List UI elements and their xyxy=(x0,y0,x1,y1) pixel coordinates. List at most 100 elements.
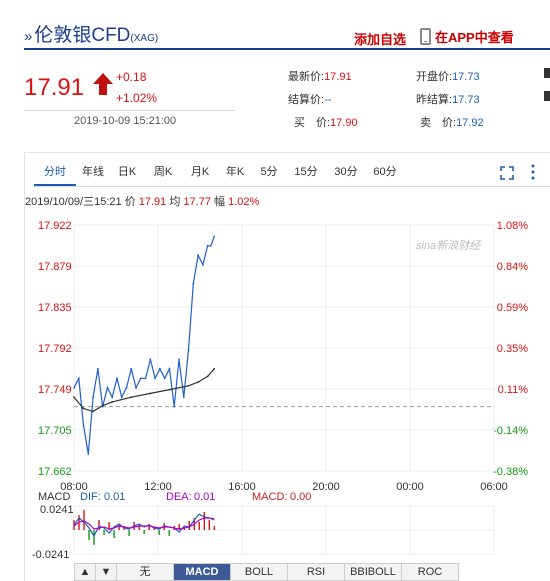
tab-4[interactable]: 月K xyxy=(190,166,210,178)
phone-icon xyxy=(420,28,431,45)
indicator-button-4[interactable]: BOLL xyxy=(230,563,288,581)
y-left-tick: 17.705 xyxy=(38,425,72,437)
stat-open: 开盘价:17.73 xyxy=(416,71,480,83)
instrument-name: 伦敦银CFD xyxy=(34,25,131,46)
stat-latest: 最新价:17.91 xyxy=(288,71,352,83)
tab-0[interactable]: 分时 xyxy=(34,160,76,186)
x-tick: 20:00 xyxy=(312,481,340,493)
stat-settle: 结算价:-- xyxy=(288,94,332,106)
tab-8[interactable]: 30分 xyxy=(334,166,358,178)
macd-dif-value: 0.01 xyxy=(104,491,125,503)
y-left-tick: 17.662 xyxy=(38,466,72,478)
series-point xyxy=(149,392,152,395)
macd-chart: MACD DIF: 0.01 DEA: 0.01 MACD: 0.000.0241-0.02… xyxy=(32,491,495,561)
series-point xyxy=(209,244,212,247)
series-point xyxy=(106,386,109,389)
series-point xyxy=(213,367,216,370)
macd-y-top: 0.0241 xyxy=(40,504,74,516)
stat-overflow-mark xyxy=(544,91,550,101)
watermark: sina新浪财经 xyxy=(416,239,481,252)
series-point xyxy=(87,453,90,455)
series-line-0 xyxy=(73,236,215,455)
macd-dif-line xyxy=(73,513,215,538)
series-point xyxy=(130,396,133,399)
series-point xyxy=(201,263,204,266)
series-point xyxy=(163,377,166,380)
series-point xyxy=(77,377,80,380)
y-left-tick: 17.749 xyxy=(38,384,72,396)
series-point xyxy=(116,377,118,380)
indicator-button-5[interactable]: RSI xyxy=(287,563,345,581)
more-icon[interactable] xyxy=(530,163,536,181)
series-point xyxy=(135,386,137,389)
fullscreen-icon[interactable] xyxy=(500,166,514,180)
series-point xyxy=(96,367,99,370)
y-right-tick: 0.59% xyxy=(497,302,528,314)
quote-timestamp: 2019-10-09 15:21:00 xyxy=(74,115,177,127)
series-point xyxy=(154,377,157,380)
series-point xyxy=(82,424,85,427)
series-point xyxy=(73,386,75,389)
series-point xyxy=(73,396,75,399)
series-point xyxy=(149,358,152,361)
indicator-bar: ▲ ▼ 无 MACD BOLL RSI BBIBOLL ROC xyxy=(74,563,459,581)
indicator-button-3[interactable]: MACD xyxy=(173,563,231,581)
current-price: 17.91 xyxy=(24,74,85,101)
series-point xyxy=(92,396,94,399)
header-divider xyxy=(24,48,550,50)
series-point xyxy=(192,282,195,285)
x-tick: 06:00 xyxy=(480,481,508,493)
indicator-button-7[interactable]: ROC xyxy=(401,563,459,581)
series-point xyxy=(139,377,142,380)
macd-label: MACD xyxy=(38,491,70,503)
series-point xyxy=(178,358,180,361)
indicator-button-2[interactable]: 无 xyxy=(116,563,174,581)
series-point xyxy=(168,388,171,391)
add-favorite-button[interactable]: 添加自选 xyxy=(354,32,407,47)
series-point xyxy=(206,244,209,247)
series-point xyxy=(130,367,133,370)
tab-5[interactable]: 年K xyxy=(225,166,245,178)
x-tick: 00:00 xyxy=(396,481,424,493)
stat-overflow-mark xyxy=(544,68,550,78)
series-point xyxy=(92,410,94,413)
series-line-1 xyxy=(73,368,215,413)
y-right-tick: -0.38% xyxy=(493,466,528,478)
instrument-title: » 伦敦银CFD(XAG) xyxy=(24,20,158,47)
tab-3[interactable]: 周K xyxy=(153,166,173,178)
view-in-app-label: 在APP中查看 xyxy=(435,30,514,45)
y-right-tick: -0.14% xyxy=(493,425,528,437)
series-point xyxy=(187,384,190,387)
series-point xyxy=(144,377,147,380)
y-right-tick: 0.11% xyxy=(498,384,529,396)
tab-9[interactable]: 60分 xyxy=(373,166,397,178)
chevron-icon: » xyxy=(24,28,33,45)
series-point xyxy=(120,396,123,399)
series-point xyxy=(213,235,216,238)
tab-6[interactable]: 5分 xyxy=(260,166,278,178)
series-point xyxy=(197,381,199,383)
y-left-tick: 17.879 xyxy=(38,261,72,273)
x-tick: 12:00 xyxy=(144,481,172,493)
macd-dea-label: DEA: xyxy=(166,491,192,503)
macd-macd-value: 0.00 xyxy=(290,491,311,503)
stat-ask: 卖 价:17.92 xyxy=(420,117,484,129)
series-point xyxy=(187,348,190,351)
tab-2[interactable]: 日K xyxy=(117,166,137,178)
tab-1[interactable]: 年线 xyxy=(82,166,104,178)
series-point xyxy=(159,367,161,370)
price-chart[interactable]: 17.922 1.08% 17.879 0.84% 17.835 0.59% 17.792 0… xyxy=(24,212,550,496)
indicator-button-0[interactable]: ▲ xyxy=(74,563,96,581)
stat-prev-settle: 昨结算:17.73 xyxy=(416,94,480,106)
tab-7[interactable]: 15分 xyxy=(294,166,318,178)
indicator-button-1[interactable]: ▼ xyxy=(95,563,117,581)
series-point xyxy=(182,396,185,399)
series-point xyxy=(197,254,199,257)
y-right-tick: 0.84% xyxy=(497,261,528,273)
macd-macd-label: MACD: xyxy=(252,491,287,503)
indicator-button-6[interactable]: BBIBOLL xyxy=(344,563,402,581)
series-point xyxy=(173,405,176,408)
series-point xyxy=(125,386,128,389)
y-left-tick: 17.922 xyxy=(38,220,72,232)
view-in-app-button[interactable]: 在APP中查看 xyxy=(420,27,514,46)
